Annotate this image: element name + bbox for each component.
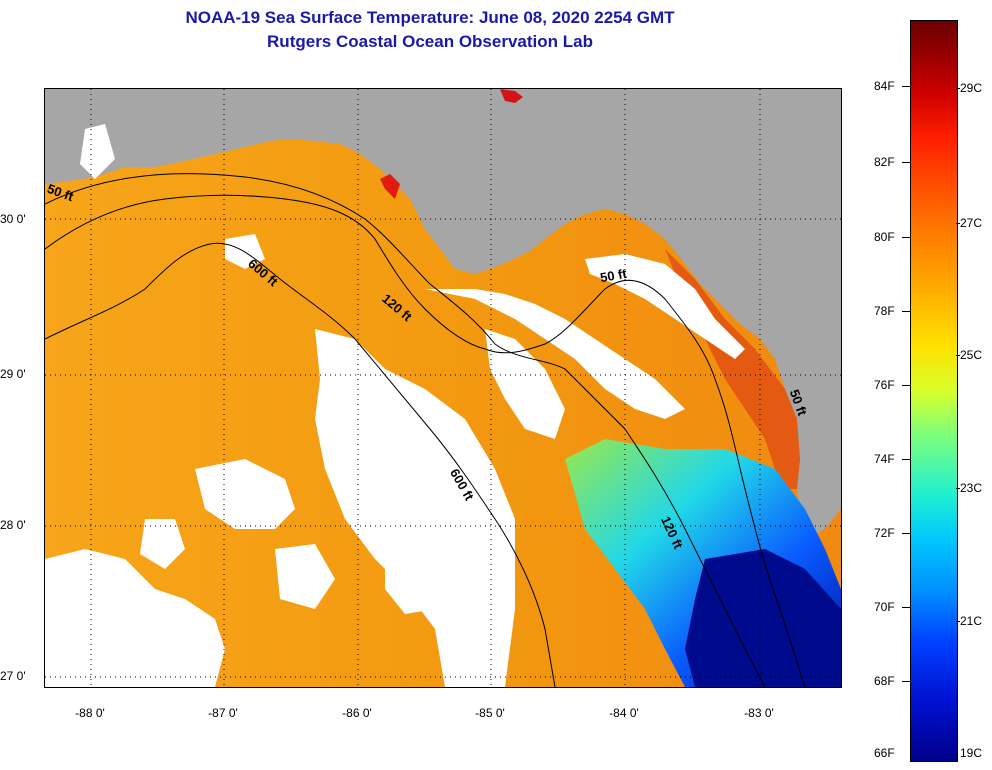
colorbar-f-label: 74F — [874, 452, 895, 466]
colorbar-f-label: 78F — [874, 304, 895, 318]
colorbar-f-label: 82F — [874, 155, 895, 169]
lon-label: -88 0' — [75, 706, 105, 720]
river-warm — [500, 89, 523, 103]
colorbar-tick — [902, 607, 910, 608]
colorbar-tick — [956, 88, 960, 89]
lat-label: 29 0' — [0, 367, 26, 381]
colorbar-f-label: 72F — [874, 526, 895, 540]
colorbar-f-label: 70F — [874, 600, 895, 614]
lat-label: 30 0' — [0, 212, 26, 226]
colorbar-f-label: 80F — [874, 230, 895, 244]
colorbar-tick — [956, 223, 960, 224]
colorbar-f-label: 84F — [874, 79, 895, 93]
colorbar-tick — [902, 459, 910, 460]
colorbar-tick — [902, 385, 910, 386]
lon-label: -85 0' — [475, 706, 505, 720]
colorbar-tick — [902, 237, 910, 238]
lat-label: 28 0' — [0, 518, 26, 532]
lon-label: -86 0' — [342, 706, 372, 720]
colorbar-c-label: 27C — [960, 216, 983, 230]
colorbar-tick — [956, 488, 960, 489]
colorbar-tick — [902, 86, 910, 87]
colorbar-c-label: 25C — [960, 348, 983, 362]
lon-label: -84 0' — [609, 706, 639, 720]
colorbar-tick — [902, 162, 910, 163]
lat-label: 27 0' — [0, 669, 26, 683]
temperature-colorbar — [910, 20, 958, 762]
colorbar-tick — [902, 311, 910, 312]
lon-label: -83 0' — [744, 706, 774, 720]
colorbar-f-label: 76F — [874, 378, 895, 392]
colorbar-f-label: 66F — [874, 746, 895, 760]
lon-label: -87 0' — [208, 706, 238, 720]
land-mass — [45, 89, 841, 539]
sst-map — [44, 88, 842, 688]
colorbar-tick — [956, 355, 960, 356]
sst-map-canvas — [45, 89, 841, 687]
colorbar-c-label: 19C — [960, 746, 983, 760]
colorbar-c-label: 29C — [960, 81, 983, 95]
depth-contours — [45, 173, 806, 687]
colorbar-c-label: 23C — [960, 481, 983, 495]
colorbar-tick — [902, 681, 910, 682]
colorbar-tick — [956, 621, 960, 622]
map-subtitle: Rutgers Coastal Ocean Observation Lab — [267, 32, 593, 51]
colorbar-c-label: 21C — [960, 614, 983, 628]
map-title: NOAA-19 Sea Surface Temperature: June 08… — [185, 8, 675, 27]
mobile-bay-warm — [380, 174, 400, 199]
colorbar-tick — [902, 533, 910, 534]
cold-core — [685, 549, 841, 687]
colorbar-f-label: 68F — [874, 674, 895, 688]
